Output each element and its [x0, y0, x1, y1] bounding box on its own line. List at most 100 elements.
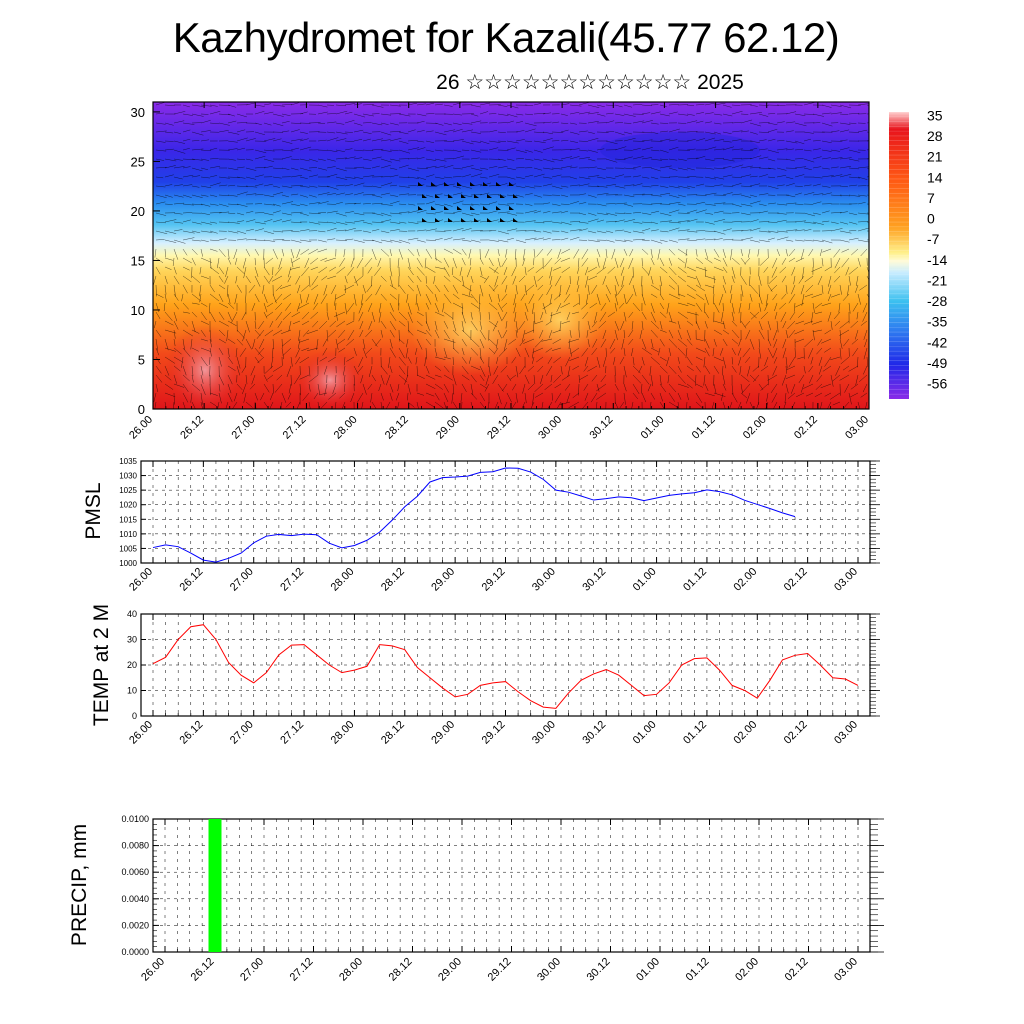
temp-x-tick-label: 30.12 — [580, 719, 608, 747]
precip-y-tick-label: 0.0020 — [121, 920, 149, 930]
pmsl-x-tick-label: 02.12 — [782, 566, 810, 594]
pmsl-x-tick-label: 03.00 — [832, 566, 860, 594]
pmsl-x-tick-label: 27.12 — [278, 566, 306, 594]
pmsl-x-tick-label: 29.00 — [429, 566, 457, 594]
temp-x-tick-label: 26.00 — [127, 719, 155, 747]
colorbar-tick-label: 7 — [927, 190, 935, 206]
pmsl-x-tick-label: 27.00 — [228, 566, 256, 594]
heatmap-y-tick-label: 25 — [131, 154, 145, 169]
heatmap-x-tick-label: 26.00 — [127, 414, 155, 442]
pmsl-x-tick-label: 26.12 — [178, 566, 206, 594]
temp-x-tick-label: 30.00 — [530, 719, 558, 747]
temp-x-tick-label: 28.12 — [379, 719, 407, 747]
heatmap-x-tick-label: 01.12 — [690, 414, 718, 442]
precip-x-tick-label: 26.12 — [189, 956, 217, 984]
heatmap-x-tick-label: 27.00 — [229, 414, 257, 442]
heatmap-x-tick-label: 27.12 — [281, 414, 309, 442]
precip-x-tick-label: 27.00 — [238, 956, 266, 984]
temp-x-tick-label: 03.00 — [832, 719, 860, 747]
pmsl-axis-label: PMSL — [82, 482, 105, 539]
pmsl-x-tick-label: 02.00 — [731, 566, 759, 594]
pmsl-x-tick-label: 30.12 — [580, 566, 608, 594]
pmsl-chart: 1000 1005 1010 1015 1020 1025 1030 1035 26.00 26.… — [82, 457, 880, 594]
colorbar-tick-label: 28 — [927, 128, 943, 144]
precip-x-tick-label: 28.12 — [387, 956, 415, 984]
colorbar-tick-label: -7 — [927, 231, 940, 247]
pmsl-x-tick-label: 01.12 — [681, 566, 709, 594]
temp-x-tick-label: 29.12 — [480, 719, 508, 747]
temp-x-tick-label: 27.00 — [228, 719, 256, 747]
temp-x-tick-label: 01.00 — [631, 719, 659, 747]
precip-y-tick-label: 0.0000 — [121, 947, 149, 957]
heatmap-x-tick-label: 26.12 — [178, 414, 206, 442]
precipitation-axis-label: PRECIP, mm — [68, 824, 91, 946]
heatmap-x-tick-label: 29.12 — [485, 414, 513, 442]
heatmap-x-tick-label: 03.00 — [843, 414, 871, 442]
colorbar-tick-label: 14 — [927, 169, 943, 185]
heatmap-y-axis: 0 5 10 15 20 25 30 — [131, 105, 160, 417]
colorbar — [889, 112, 909, 399]
precip-x-tick-label: 02.00 — [733, 956, 761, 984]
temp-y-tick-label: 0 — [132, 711, 137, 721]
precip-x-tick-label: 29.00 — [436, 956, 464, 984]
temperature-chart: 0 10 20 30 40 26.00 26.12 27.00 27.12 28.00 28.12 2… — [90, 604, 880, 747]
pmsl-plot-area: 1000 1005 1010 1015 1020 1025 1030 1035 26.00 26.… — [119, 457, 880, 594]
temp-y-tick-label: 30 — [127, 635, 137, 645]
pmsl-x-tick-label: 29.12 — [480, 566, 508, 594]
pmsl-x-tick-label: 28.12 — [379, 566, 407, 594]
heatmap-field — [153, 102, 869, 409]
colorbar-tick-label: -49 — [927, 355, 947, 371]
heatmap-y-tick-label: 30 — [131, 105, 145, 120]
pmsl-x-tick-label: 28.00 — [329, 566, 357, 594]
temp-x-tick-label: 01.12 — [681, 719, 709, 747]
precip-x-tick-label: 26.00 — [139, 956, 167, 984]
precip-x-tick-label: 02.12 — [783, 956, 811, 984]
heatmap-x-tick-label: 28.12 — [383, 414, 411, 442]
pmsl-y-tick-label: 1005 — [119, 544, 137, 553]
heatmap-y-tick-label: 15 — [131, 253, 145, 268]
pmsl-y-tick-label: 1015 — [119, 515, 137, 524]
colorbar-tick-label: -28 — [927, 293, 947, 309]
pmsl-x-tick-label: 26.00 — [127, 566, 155, 594]
heatmap-x-tick-label: 28.00 — [332, 414, 360, 442]
precip-y-tick-label: 0.0080 — [121, 841, 149, 851]
temp-y-tick-label: 20 — [127, 660, 137, 670]
temp-x-tick-label: 29.00 — [429, 719, 457, 747]
temp-series-line — [152, 624, 859, 709]
precip-y-tick-label: 0.0100 — [121, 814, 149, 824]
colorbar-labels: 35 28 21 14 7 0 -7 -14 -21 -28 -35 -42 -49 -56 — [889, 108, 947, 395]
temp-x-tick-label: 02.12 — [782, 719, 810, 747]
heatmap-x-tick-label: 02.00 — [741, 414, 769, 442]
colorbar-tick-label: -14 — [927, 252, 947, 268]
heatmap-y-tick-label: 20 — [131, 204, 145, 219]
page-subtitle: 26 ☆☆☆☆☆☆☆☆☆☆☆☆ 2025 — [436, 71, 744, 94]
temp-x-tick-label: 02.00 — [731, 719, 759, 747]
precip-x-tick-label: 28.00 — [337, 956, 365, 984]
precip-y-tick-label: 0.0060 — [121, 867, 149, 877]
colorbar-tick-label: 0 — [927, 211, 935, 227]
heatmap-x-tick-label: 30.12 — [587, 414, 615, 442]
precip-x-tick-label: 01.00 — [634, 956, 662, 984]
heatmap-x-tick-label: 29.00 — [434, 414, 462, 442]
precipitation-chart: 0.0000 0.0020 0.0040 0.0060 0.0080 0.0100 26.0… — [68, 814, 884, 984]
pmsl-series-line — [152, 467, 796, 563]
heatmap-y-tick-label: 0 — [138, 402, 145, 417]
wind-barb-field — [153, 102, 869, 409]
colorbar-tick-label: -42 — [927, 334, 947, 350]
colorbar-tick-label: -56 — [927, 376, 947, 392]
colorbar-tick-label: -21 — [927, 272, 947, 288]
precip-x-tick-label: 30.00 — [535, 956, 563, 984]
pmsl-y-tick-label: 1000 — [119, 559, 137, 568]
pmsl-y-tick-label: 1035 — [119, 457, 137, 466]
page-title: Kazhydromet for Kazali(45.77 62.12) — [172, 14, 840, 61]
precip-y-tick-label: 0.0040 — [121, 894, 149, 904]
precip-x-tick-label: 03.00 — [832, 956, 860, 984]
temp-x-tick-label: 28.00 — [329, 719, 357, 747]
heatmap-anomalies — [153, 102, 869, 409]
pmsl-x-tick-label: 30.00 — [530, 566, 558, 594]
colorbar-tick-label: 21 — [927, 149, 943, 165]
temperature-axis-label: TEMP at 2 M — [90, 604, 113, 726]
heatmap-y-tick-label: 10 — [131, 303, 145, 318]
height-time-section: 0 5 10 15 20 25 30 26.00 26.12 27.00 27.12 28.00 28… — [127, 101, 947, 442]
